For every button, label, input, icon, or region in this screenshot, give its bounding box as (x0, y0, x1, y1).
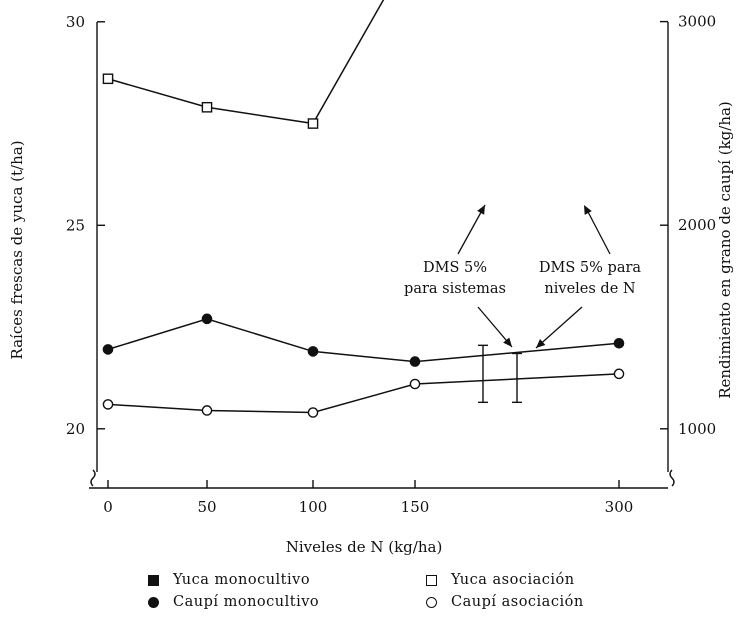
annotation-text: DMS 5% para sistemas (404, 260, 506, 297)
annotation-line: niveles de N (544, 281, 635, 297)
legend-label: Caupí asociación (451, 594, 584, 610)
annotations: DMS 5% para sistemas DMS 5% para niveles de… (404, 204, 641, 349)
y-right-tick-label: 1000 (678, 420, 716, 438)
annotation-line: para sistemas (404, 281, 506, 297)
y-axis-title-left: Raíces frescas de yuca (t/ha) (8, 140, 26, 359)
x-axis-title: Niveles de N (kg/ha) (286, 538, 443, 556)
data-point (201, 101, 213, 113)
data-point (307, 346, 319, 357)
y-right-tick-label: 2000 (678, 216, 716, 234)
annotation-line: DMS 5% (423, 260, 487, 276)
series-group (102, 0, 625, 418)
filled-square-icon (148, 574, 159, 586)
x-tick-label: 0 (103, 498, 113, 516)
annotation-text: DMS 5% para niveles de N (539, 260, 641, 297)
series-line-yuca-asociaci-n (107, 0, 385, 125)
data-point (201, 405, 213, 416)
x-tick-label: 50 (197, 498, 216, 516)
annotation-arrow (585, 207, 611, 255)
y-axis-right-break (669, 469, 675, 487)
error-bars (478, 344, 522, 404)
annotation-line: DMS 5% para (539, 260, 641, 276)
y-axis-left-break (90, 469, 96, 487)
data-point (201, 313, 213, 325)
annotation-arrow (535, 306, 583, 349)
data-point (409, 378, 421, 390)
x-tick-label: 100 (299, 498, 328, 516)
legend-label: Yuca asociación (451, 572, 575, 588)
legend-label: Caupí monocultivo (173, 594, 320, 610)
x-tick-label: 300 (605, 498, 634, 516)
y-axis-title-right: Rendimiento en grano de caupí (kg/ha) (716, 101, 734, 399)
annotation-arrow (457, 204, 486, 255)
series-line-caup-monocultivo (107, 318, 620, 363)
data-point (307, 118, 319, 129)
y-left-tick-label: 30 (66, 13, 85, 31)
y-left-tick-label: 20 (66, 420, 85, 438)
data-point (613, 337, 625, 349)
y-left-tick-label: 25 (66, 216, 85, 234)
data-point (307, 407, 319, 418)
open-square-icon (426, 574, 437, 586)
open-circle-icon (426, 596, 437, 608)
legend-label: Yuca monocultivo (173, 572, 311, 588)
legend-item-yuca-monocultivo: Yuca monocultivo (148, 572, 310, 588)
y-right-tick-label: 3000 (678, 13, 716, 31)
series-line-caup-asociaci-n (107, 373, 620, 414)
data-point (102, 399, 114, 410)
legend-item-yuca-asociacion: Yuca asociación (426, 572, 575, 588)
arrowhead-icon (477, 205, 485, 215)
legend: Yuca monocultivo Yuca asociación Caupí m… (148, 572, 708, 628)
legend-item-caupi-asociacion: Caupí asociación (426, 594, 584, 610)
x-tick-label: 150 (401, 498, 430, 516)
arrowhead-icon (584, 205, 592, 215)
arrowhead-icon (536, 339, 546, 348)
arrowhead-icon (503, 337, 512, 347)
data-point (102, 73, 114, 85)
data-point (102, 344, 114, 355)
legend-item-caupi-monocultivo: Caupí monocultivo (148, 594, 319, 610)
filled-circle-icon (148, 596, 159, 608)
data-point (613, 368, 625, 380)
axes: 2025303540100020003000050100150300 (66, 13, 716, 516)
data-point (409, 356, 421, 367)
